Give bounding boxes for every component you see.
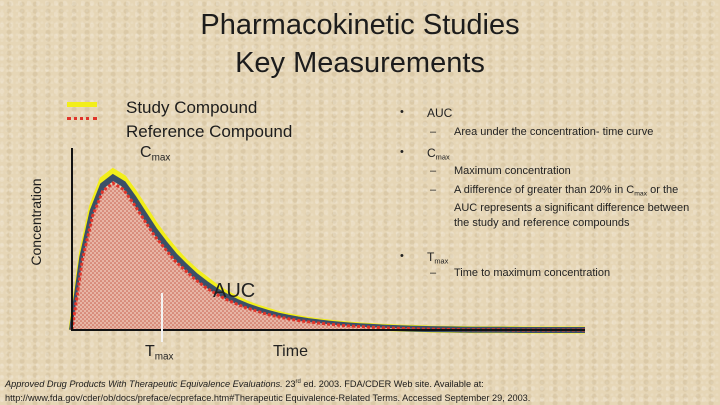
x-axis-label: Time [273,343,308,360]
cmax-annotation: Cmax [140,144,171,164]
source-citation: Approved Drug Products With Therapeutic … [5,375,717,405]
tmax-annotation: Tmax [145,343,174,363]
legend-study-swatch [67,102,97,107]
bullet-cmax-term: Cmax [427,146,450,162]
legend-study-label: Study Compound [126,98,258,117]
legend-reference-label: Reference Compound [126,122,293,141]
auc-area [72,183,585,330]
citation-url: http://www.fda.gov/cder/ob/docs/preface/… [5,393,531,404]
slide-title-line-1: Pharmacokinetic Studies [200,9,520,41]
slide-title: Pharmacokinetic Studies Key Measurements [0,6,720,82]
auc-annotation: AUC [213,280,256,302]
legend-reference-swatch [67,117,97,120]
bullet-tmax-term: Tmax [427,250,449,266]
bullet-auc-term: AUC [427,106,453,120]
slide-title-line-2: Key Measurements [235,47,485,79]
